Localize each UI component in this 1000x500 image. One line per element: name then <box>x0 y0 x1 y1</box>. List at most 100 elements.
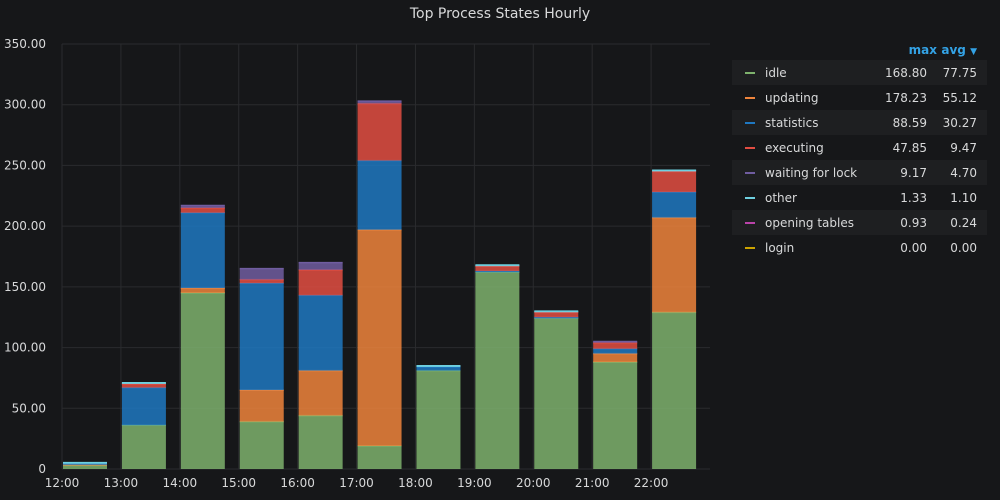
legend-max-value: 0.00 <box>900 240 927 255</box>
legend-avg-value: 30.27 <box>942 115 977 130</box>
legend-swatch <box>745 96 755 99</box>
bar-segment-updating <box>298 370 343 416</box>
legend-label: updating <box>765 90 819 105</box>
legend-item-updating[interactable]: updating 178.23 55.12 <box>732 85 987 110</box>
bar-segment-statistics <box>298 295 343 371</box>
legend-label: executing <box>765 140 824 155</box>
bar-segment-idle <box>475 272 520 469</box>
legend-max-value: 9.17 <box>900 165 927 180</box>
legend-avg-value: 55.12 <box>942 90 977 105</box>
legend-swatch <box>745 246 755 249</box>
bar-segment-updating <box>593 353 638 363</box>
x-tick-label: 15:00 <box>221 476 256 490</box>
y-tick-label: 300.00 <box>4 98 46 112</box>
bar-segment-statistics <box>180 212 225 289</box>
legend-swatch <box>745 196 755 199</box>
y-tick-label: 350.00 <box>4 37 46 51</box>
chevron-down-icon: ▼ <box>970 47 977 57</box>
bar-segment-idle <box>593 362 638 469</box>
x-tick-label: 13:00 <box>104 476 139 490</box>
bar-segment-idle <box>239 421 284 469</box>
x-tick-label: 18:00 <box>398 476 433 490</box>
y-tick-label: 200.00 <box>4 219 46 233</box>
panel-title: Top Process States Hourly <box>409 6 591 22</box>
legend-table: max avg ▼ idle 168.80 77.75 updating 178.23 5… <box>732 40 987 260</box>
bar-segment-statistics <box>357 160 402 230</box>
legend-avg-header[interactable]: avg ▼ <box>941 43 977 57</box>
legend-max-value: 0.93 <box>900 215 927 230</box>
x-tick-label: 14:00 <box>163 476 198 490</box>
legend-max-value: 47.85 <box>892 140 927 155</box>
bar-segment-executing <box>593 342 638 349</box>
x-tick-label: 19:00 <box>457 476 492 490</box>
legend-max-value: 178.23 <box>885 90 927 105</box>
legend-item-login[interactable]: login 0.00 0.00 <box>732 235 987 260</box>
legend-avg-value: 77.75 <box>942 65 977 80</box>
legend-label: login <box>765 240 795 255</box>
legend-label: waiting for lock <box>765 165 858 180</box>
legend-item-waiting-for-lock[interactable]: waiting for lock 9.17 4.70 <box>732 160 987 185</box>
bar-segment-updating <box>239 390 284 422</box>
bar-segment-idle <box>357 445 402 469</box>
legend-rows: idle 168.80 77.75 updating 178.23 55.12 statis… <box>732 60 987 260</box>
legend-label: statistics <box>765 115 819 130</box>
bar-segment-executing <box>475 266 520 272</box>
bar-segment-waiting-for-lock <box>357 101 402 104</box>
y-tick-label: 150.00 <box>4 280 46 294</box>
legend-avg-value: 4.70 <box>950 165 977 180</box>
bar-segment-statistics <box>121 387 166 426</box>
x-tick-label: 22:00 <box>634 476 669 490</box>
x-tick-label: 20:00 <box>516 476 551 490</box>
bar-segment-idle <box>298 415 343 469</box>
legend-avg-value: 0.00 <box>950 240 977 255</box>
bar-segment-statistics <box>652 192 697 218</box>
x-tick-label: 16:00 <box>280 476 315 490</box>
bar-segment-updating <box>180 288 225 293</box>
legend-avg-value: 1.10 <box>950 190 977 205</box>
bar-segment-waiting-for-lock <box>239 268 284 280</box>
legend-max-value: 88.59 <box>892 115 927 130</box>
legend-label: idle <box>765 65 787 80</box>
legend-label: opening tables <box>765 215 854 230</box>
bar-segment-idle <box>652 312 697 469</box>
bar-segment-executing <box>534 312 579 318</box>
legend-max-value: 168.80 <box>885 65 927 80</box>
legend-label: other <box>765 190 797 205</box>
x-tick-label: 12:00 <box>45 476 80 490</box>
bar-segment-idle <box>416 370 461 469</box>
y-tick-label: 0 <box>38 462 46 476</box>
stacked-bar-chart: 0 50.00 100.00 150.00 200.00 250.00 300.00 350.… <box>4 37 710 490</box>
legend-item-other[interactable]: other 1.33 1.10 <box>732 185 987 210</box>
bar-segment-updating <box>357 229 402 446</box>
legend-max-header[interactable]: max <box>908 43 937 57</box>
bar-segment-executing <box>652 171 697 193</box>
legend-item-statistics[interactable]: statistics 88.59 30.27 <box>732 110 987 135</box>
bar-segment-statistics <box>239 283 284 391</box>
bar-segment-idle <box>180 292 225 469</box>
bar-segment-idle <box>121 425 166 469</box>
legend-swatch <box>745 146 755 149</box>
x-tick-label: 17:00 <box>339 476 374 490</box>
bar-segment-idle <box>63 465 107 469</box>
legend-swatch <box>745 121 755 124</box>
legend-max-value: 1.33 <box>900 190 927 205</box>
legend-item-idle[interactable]: idle 168.80 77.75 <box>732 60 987 85</box>
legend-item-executing[interactable]: executing 47.85 9.47 <box>732 135 987 160</box>
legend-swatch <box>745 221 755 224</box>
y-tick-label: 50.00 <box>12 401 46 415</box>
bar-segment-executing <box>239 279 284 284</box>
bar-segment-waiting-for-lock <box>298 262 343 270</box>
bar-segment-statistics <box>593 348 638 354</box>
bar-segment-executing <box>121 384 166 388</box>
legend-avg-value: 0.24 <box>950 215 977 230</box>
legend-item-opening-tables[interactable]: opening tables 0.93 0.24 <box>732 210 987 235</box>
bar-segment-executing <box>298 269 343 296</box>
bar-segment-executing <box>180 207 225 213</box>
bar-segment-executing <box>357 103 402 161</box>
x-tick-label: 21:00 <box>575 476 610 490</box>
bar-segment-updating <box>652 217 697 313</box>
legend-avg-value: 9.47 <box>950 140 977 155</box>
bar-segment-idle <box>534 318 579 469</box>
bar-segment-statistics <box>416 367 461 371</box>
legend-header: max avg ▼ <box>732 40 987 60</box>
